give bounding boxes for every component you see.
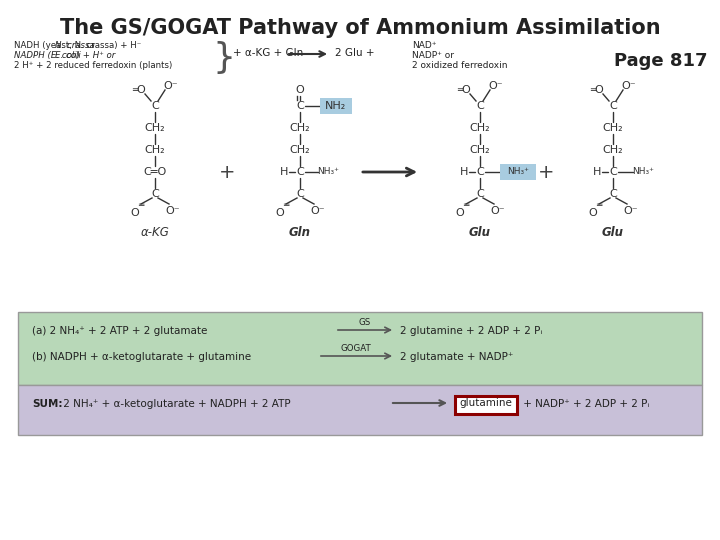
- Text: 2 H⁺ + 2 reduced ferredoxin (plants): 2 H⁺ + 2 reduced ferredoxin (plants): [14, 61, 172, 70]
- Text: H: H: [460, 167, 468, 177]
- Text: 2 oxidized ferredoxin: 2 oxidized ferredoxin: [412, 61, 508, 70]
- Text: NAD⁺: NAD⁺: [412, 41, 436, 50]
- Text: O⁻: O⁻: [621, 81, 636, 91]
- Text: O⁻: O⁻: [624, 206, 639, 216]
- Text: NH₃⁺: NH₃⁺: [632, 167, 654, 177]
- Text: Page 817: Page 817: [614, 52, 708, 70]
- Text: ═: ═: [463, 201, 469, 211]
- Text: O: O: [137, 85, 145, 95]
- Text: CH₂: CH₂: [289, 145, 310, 155]
- FancyBboxPatch shape: [18, 312, 702, 385]
- Text: CH₂: CH₂: [469, 123, 490, 133]
- FancyBboxPatch shape: [320, 98, 352, 114]
- Text: C: C: [609, 101, 617, 111]
- Text: C: C: [296, 167, 304, 177]
- Text: O: O: [456, 208, 464, 218]
- Text: (b) NADPH + α-ketoglutarate + glutamine: (b) NADPH + α-ketoglutarate + glutamine: [32, 352, 251, 362]
- Text: ═: ═: [596, 201, 602, 211]
- Text: Glu: Glu: [602, 226, 624, 239]
- Text: C: C: [609, 167, 617, 177]
- Text: CH₂: CH₂: [603, 145, 624, 155]
- Text: NADPH (E. coli) + H⁺ or: NADPH (E. coli) + H⁺ or: [14, 51, 115, 60]
- Text: ═: ═: [457, 85, 463, 95]
- Text: CH₂: CH₂: [289, 123, 310, 133]
- Text: O: O: [130, 208, 140, 218]
- Text: The GS/GOGAT Pathway of Ammonium Assimilation: The GS/GOGAT Pathway of Ammonium Assimil…: [60, 18, 660, 38]
- Text: (a) 2 NH₄⁺ + 2 ATP + 2 glutamate: (a) 2 NH₄⁺ + 2 ATP + 2 glutamate: [32, 326, 207, 336]
- FancyBboxPatch shape: [18, 385, 702, 435]
- Text: NH₃⁺: NH₃⁺: [317, 167, 339, 177]
- Text: O⁻: O⁻: [311, 206, 325, 216]
- Text: E. coli: E. coli: [55, 51, 81, 60]
- FancyBboxPatch shape: [455, 396, 517, 414]
- Text: Glu: Glu: [469, 226, 491, 239]
- Text: ═: ═: [132, 85, 138, 95]
- Text: ═: ═: [138, 201, 144, 211]
- Text: α-KG: α-KG: [140, 226, 169, 239]
- Text: + α-KG + Gln: + α-KG + Gln: [233, 48, 303, 58]
- Text: glutamine: glutamine: [459, 398, 513, 408]
- Text: C: C: [476, 167, 484, 177]
- Text: NADH (yeast, N. crassa) + H⁻: NADH (yeast, N. crassa) + H⁻: [14, 41, 141, 50]
- Text: O: O: [296, 85, 305, 95]
- Text: C═O: C═O: [143, 167, 166, 177]
- Text: O⁻: O⁻: [489, 81, 503, 91]
- Text: O⁻: O⁻: [163, 81, 179, 91]
- Text: H: H: [593, 167, 601, 177]
- Text: H: H: [280, 167, 288, 177]
- Text: + NADP⁺ + 2 ADP + 2 Pᵢ: + NADP⁺ + 2 ADP + 2 Pᵢ: [520, 399, 649, 409]
- Text: 2 Glu +: 2 Glu +: [335, 48, 374, 58]
- Text: SUM:: SUM:: [32, 399, 63, 409]
- Text: 2 NH₄⁺ + α-ketoglutarate + NADPH + 2 ATP: 2 NH₄⁺ + α-ketoglutarate + NADPH + 2 ATP: [60, 399, 291, 409]
- Text: ═: ═: [283, 201, 289, 211]
- Text: 2 glutamate + NADP⁺: 2 glutamate + NADP⁺: [400, 352, 513, 362]
- Text: N. crassa: N. crassa: [55, 41, 95, 50]
- Text: O: O: [462, 85, 470, 95]
- Text: O: O: [595, 85, 603, 95]
- Text: +: +: [538, 163, 554, 181]
- Text: Gln: Gln: [289, 226, 311, 239]
- Text: C: C: [151, 101, 159, 111]
- Text: ═: ═: [590, 85, 596, 95]
- Text: NADP⁺ or: NADP⁺ or: [412, 51, 454, 60]
- Text: }: }: [212, 41, 235, 75]
- Text: CH₂: CH₂: [145, 145, 166, 155]
- Text: C: C: [296, 189, 304, 199]
- Text: O⁻: O⁻: [491, 206, 505, 216]
- Text: C: C: [609, 189, 617, 199]
- Text: GOGAT: GOGAT: [341, 344, 372, 353]
- Text: GS: GS: [359, 318, 371, 327]
- Text: O: O: [589, 208, 598, 218]
- Text: CH₂: CH₂: [603, 123, 624, 133]
- Text: 2 glutamine + 2 ADP + 2 Pᵢ: 2 glutamine + 2 ADP + 2 Pᵢ: [400, 326, 542, 336]
- Text: CH₂: CH₂: [469, 145, 490, 155]
- Text: NH₃⁺: NH₃⁺: [507, 167, 529, 177]
- Text: +: +: [219, 163, 235, 181]
- Text: C: C: [476, 189, 484, 199]
- Text: C: C: [151, 189, 159, 199]
- Text: C: C: [476, 101, 484, 111]
- Text: NH₂: NH₂: [325, 101, 346, 111]
- FancyBboxPatch shape: [500, 164, 536, 180]
- Text: CH₂: CH₂: [145, 123, 166, 133]
- Text: C: C: [296, 101, 304, 111]
- Text: O⁻: O⁻: [166, 206, 180, 216]
- Text: O: O: [276, 208, 284, 218]
